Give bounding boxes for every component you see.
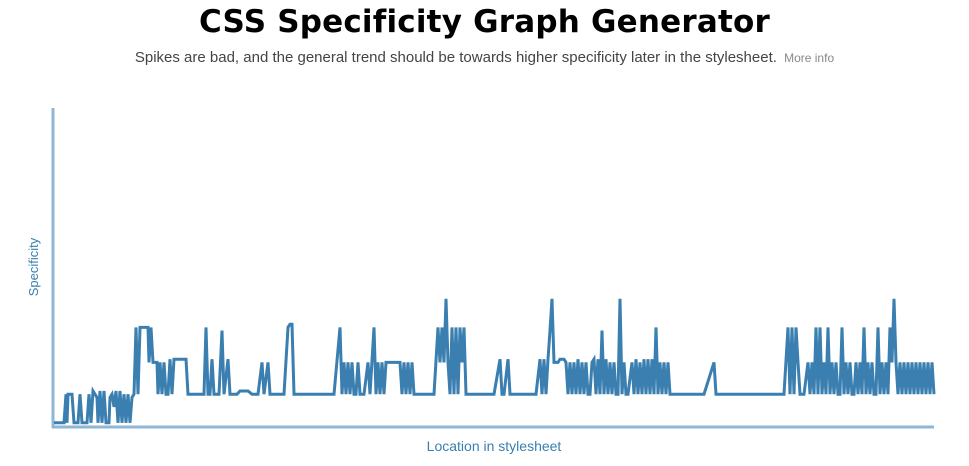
x-axis-label: Location in stylesheet — [427, 438, 562, 454]
y-axis-label: Specificity — [26, 237, 41, 296]
page-title: CSS Specificity Graph Generator — [199, 4, 770, 40]
specificity-series-line — [54, 298, 936, 425]
subtitle-text: Spikes are bad, and the general trend sh… — [134, 49, 777, 66]
page-subtitle: Spikes are bad, and the general trend sh… — [0, 49, 969, 66]
more-info-link[interactable]: More info — [784, 51, 835, 65]
